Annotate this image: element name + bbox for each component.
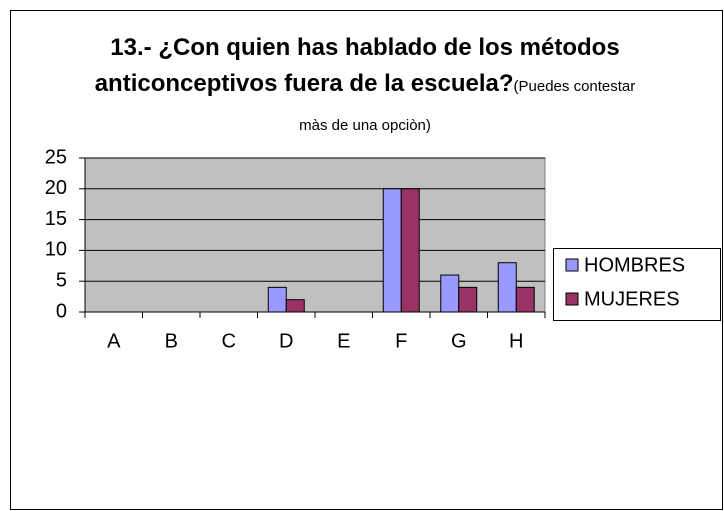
x-tick-label: B xyxy=(165,330,178,352)
x-tick-label: E xyxy=(337,330,350,352)
legend-swatch xyxy=(565,258,579,272)
legend-label: MUJERES xyxy=(584,288,680,310)
x-tick-label: D xyxy=(279,330,293,352)
x-tick-label: G xyxy=(451,330,467,352)
x-tick-label: H xyxy=(509,330,523,352)
bar xyxy=(458,286,478,313)
legend-box xyxy=(553,248,721,321)
bar xyxy=(267,286,287,313)
chart-subtitle: (Puedes contestar màs de una opciòn) xyxy=(299,78,636,134)
bar xyxy=(400,188,420,313)
y-tick-label: 10 xyxy=(45,239,67,261)
legend-label: HOMBRES xyxy=(584,254,685,276)
y-tick-label: 20 xyxy=(45,177,67,199)
x-tick-label: F xyxy=(395,330,407,352)
chart-title: 13.- ¿Con quien has hablado de los métod… xyxy=(94,34,620,97)
y-tick-label: 0 xyxy=(56,300,67,322)
bar xyxy=(440,274,460,313)
x-tick-label: C xyxy=(222,330,236,352)
y-tick-label: 25 xyxy=(45,146,67,168)
bar xyxy=(515,286,535,313)
bar xyxy=(285,299,305,313)
bar xyxy=(497,262,517,313)
bar xyxy=(382,188,402,313)
y-tick-label: 15 xyxy=(45,208,67,230)
x-tick-label: A xyxy=(107,330,121,352)
y-tick-label: 5 xyxy=(56,269,67,291)
legend-swatch xyxy=(565,292,579,306)
chart-title-block: 13.- ¿Con quien has hablado de los métod… xyxy=(85,30,645,144)
plot-area xyxy=(84,157,546,313)
